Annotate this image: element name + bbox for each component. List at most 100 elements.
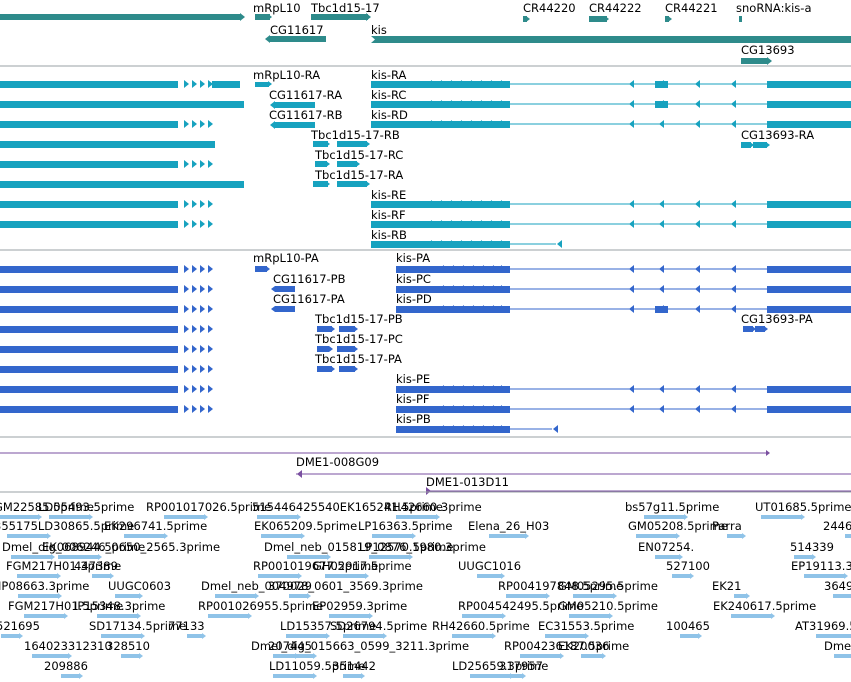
transcript-bar[interactable] — [371, 121, 443, 128]
transcript-bar[interactable] — [767, 221, 851, 228]
transcript-bar[interactable] — [0, 386, 178, 393]
feature-bar[interactable] — [743, 326, 753, 332]
est-bar[interactable] — [489, 534, 525, 538]
transcript-bar[interactable] — [0, 201, 178, 208]
transcript-bar[interactable] — [767, 306, 851, 313]
gene-bar[interactable] — [0, 14, 240, 20]
feature-bar[interactable] — [339, 326, 355, 332]
transcript-bar[interactable] — [0, 161, 178, 168]
feature-bar[interactable] — [275, 102, 315, 108]
transcript-bar[interactable] — [396, 406, 444, 413]
feature-bar[interactable] — [313, 181, 328, 187]
gene-bar[interactable] — [665, 16, 669, 22]
est-bar[interactable] — [734, 594, 746, 598]
feature-bar[interactable] — [753, 142, 767, 148]
est-bar[interactable] — [258, 574, 298, 578]
gene-bar[interactable] — [371, 36, 851, 43]
transcript-bar[interactable] — [0, 346, 178, 353]
est-bar[interactable] — [287, 555, 327, 559]
est-bar[interactable] — [1, 634, 19, 638]
est-bar[interactable] — [470, 674, 510, 678]
transcript-bar[interactable] — [767, 266, 851, 273]
est-bar[interactable] — [761, 515, 801, 519]
est-bar[interactable] — [187, 634, 202, 638]
feature-bar[interactable] — [275, 286, 295, 292]
transcript-bar[interactable] — [0, 306, 178, 313]
feature-bar[interactable] — [317, 326, 332, 332]
est-bar[interactable] — [115, 594, 139, 598]
transcript-bar[interactable] — [767, 406, 851, 413]
est-bar[interactable] — [92, 574, 110, 578]
est-bar[interactable] — [573, 594, 613, 598]
est-bar[interactable] — [261, 534, 301, 538]
est-bar[interactable] — [97, 614, 137, 618]
est-bar[interactable] — [286, 634, 326, 638]
feature-bar[interactable] — [337, 161, 357, 167]
gene-bar[interactable] — [311, 14, 368, 20]
est-bar[interactable] — [804, 574, 844, 578]
est-bar[interactable] — [273, 674, 313, 678]
feature-bar[interactable] — [339, 366, 355, 372]
est-bar[interactable] — [504, 674, 522, 678]
est-bar[interactable] — [124, 534, 164, 538]
feature-bar[interactable] — [275, 306, 295, 312]
transcript-bar[interactable] — [396, 426, 444, 433]
transcript-bar[interactable] — [0, 181, 244, 188]
est-bar[interactable] — [672, 574, 690, 578]
feature-bar[interactable] — [255, 266, 267, 272]
est-bar[interactable] — [794, 555, 812, 559]
est-bar[interactable] — [0, 515, 38, 519]
est-bar[interactable] — [372, 534, 412, 538]
est-bar[interactable] — [208, 614, 248, 618]
est-bar[interactable] — [545, 634, 585, 638]
feature-bar[interactable] — [337, 141, 367, 147]
est-bar[interactable] — [731, 614, 771, 618]
transcript-bar[interactable] — [0, 326, 178, 333]
feature-bar[interactable] — [317, 346, 329, 352]
est-bar[interactable] — [7, 534, 47, 538]
transcript-bar[interactable] — [767, 286, 851, 293]
transcript-bar[interactable] — [396, 266, 444, 273]
est-bar[interactable] — [164, 515, 204, 519]
est-bar[interactable] — [18, 594, 58, 598]
transcript-bar[interactable] — [767, 81, 851, 88]
est-bar[interactable] — [343, 674, 361, 678]
est-bar[interactable] — [257, 515, 297, 519]
transcript-bar[interactable] — [0, 286, 178, 293]
transcript-bar[interactable] — [371, 241, 443, 248]
transcript-bar[interactable] — [0, 366, 178, 373]
transcript-bar[interactable] — [0, 406, 178, 413]
feature-bar[interactable] — [337, 181, 367, 187]
feature-bar[interactable] — [275, 122, 315, 128]
feature-bar[interactable] — [255, 82, 269, 87]
est-bar[interactable] — [816, 634, 851, 638]
transcript-bar[interactable] — [371, 101, 443, 108]
transcript-bar[interactable] — [396, 386, 444, 393]
est-bar[interactable] — [32, 654, 68, 658]
gene-bar[interactable] — [741, 58, 768, 64]
feature-bar[interactable] — [741, 142, 751, 148]
est-bar[interactable] — [343, 634, 383, 638]
est-bar[interactable] — [369, 555, 409, 559]
transcript-bar[interactable] — [767, 101, 851, 108]
est-bar[interactable] — [833, 594, 851, 598]
transcript-bar[interactable] — [371, 201, 443, 208]
est-bar[interactable] — [845, 534, 851, 538]
gene-bar[interactable] — [589, 16, 607, 22]
est-bar[interactable] — [680, 634, 698, 638]
est-bar[interactable] — [325, 574, 365, 578]
est-bar[interactable] — [581, 654, 602, 658]
feature-bar[interactable] — [755, 326, 765, 332]
est-bar[interactable] — [101, 634, 141, 638]
feature-bar[interactable] — [313, 141, 328, 147]
est-bar[interactable] — [49, 515, 89, 519]
est-bar[interactable] — [61, 674, 79, 678]
est-bar[interactable] — [289, 594, 307, 598]
est-bar[interactable] — [329, 614, 369, 618]
transcript-bar[interactable] — [767, 386, 851, 393]
transcript-bar[interactable] — [212, 81, 240, 88]
transcript-bar[interactable] — [396, 286, 444, 293]
est-bar[interactable] — [569, 614, 609, 618]
est-bar[interactable] — [520, 654, 560, 658]
